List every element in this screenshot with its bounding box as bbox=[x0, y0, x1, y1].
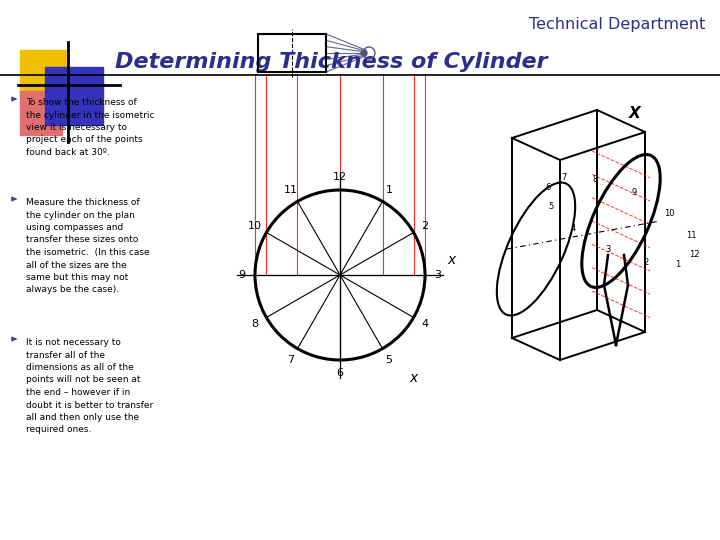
Text: 11: 11 bbox=[284, 185, 298, 195]
Text: 3: 3 bbox=[434, 270, 441, 280]
Text: To show the thickness of
the cylinder in the isometric
view it is necessary to
p: To show the thickness of the cylinder in… bbox=[26, 98, 155, 157]
Text: 8: 8 bbox=[593, 176, 598, 184]
Text: 12: 12 bbox=[333, 172, 347, 182]
Text: Determining Thickness of Cylinder: Determining Thickness of Cylinder bbox=[115, 52, 548, 72]
Text: 8: 8 bbox=[251, 319, 258, 329]
Text: 1: 1 bbox=[675, 260, 680, 269]
Text: 12: 12 bbox=[689, 250, 700, 259]
Text: 7: 7 bbox=[287, 355, 294, 365]
Text: 4: 4 bbox=[421, 319, 428, 329]
Text: Technical Department: Technical Department bbox=[528, 17, 705, 32]
Text: x: x bbox=[409, 371, 417, 385]
Text: 10: 10 bbox=[664, 209, 674, 218]
Text: 11: 11 bbox=[685, 232, 696, 240]
Text: 7: 7 bbox=[562, 173, 567, 183]
Text: 3: 3 bbox=[606, 245, 611, 254]
Text: 2: 2 bbox=[644, 258, 649, 267]
Text: 5: 5 bbox=[549, 201, 554, 211]
Text: Measure the thickness of
the cylinder on the plan
using compasses and
transfer t: Measure the thickness of the cylinder on… bbox=[26, 198, 150, 294]
Text: 1: 1 bbox=[385, 185, 392, 195]
Bar bbox=[20, 91, 62, 135]
Text: 6: 6 bbox=[336, 368, 343, 378]
Text: It is not necessary to
transfer all of the
dimensions as all of the
points will : It is not necessary to transfer all of t… bbox=[26, 338, 153, 435]
Bar bbox=[258, 34, 326, 72]
Text: 6: 6 bbox=[545, 183, 550, 192]
Text: 5: 5 bbox=[385, 355, 392, 365]
Text: 10: 10 bbox=[248, 221, 262, 231]
Text: 4: 4 bbox=[570, 224, 576, 233]
Text: 2: 2 bbox=[421, 221, 428, 231]
Text: 9: 9 bbox=[238, 270, 246, 280]
Text: x: x bbox=[447, 253, 455, 267]
Bar bbox=[45, 67, 103, 125]
Text: 9: 9 bbox=[631, 188, 636, 197]
Bar bbox=[20, 50, 68, 95]
Text: X: X bbox=[629, 106, 641, 122]
Circle shape bbox=[361, 50, 367, 56]
